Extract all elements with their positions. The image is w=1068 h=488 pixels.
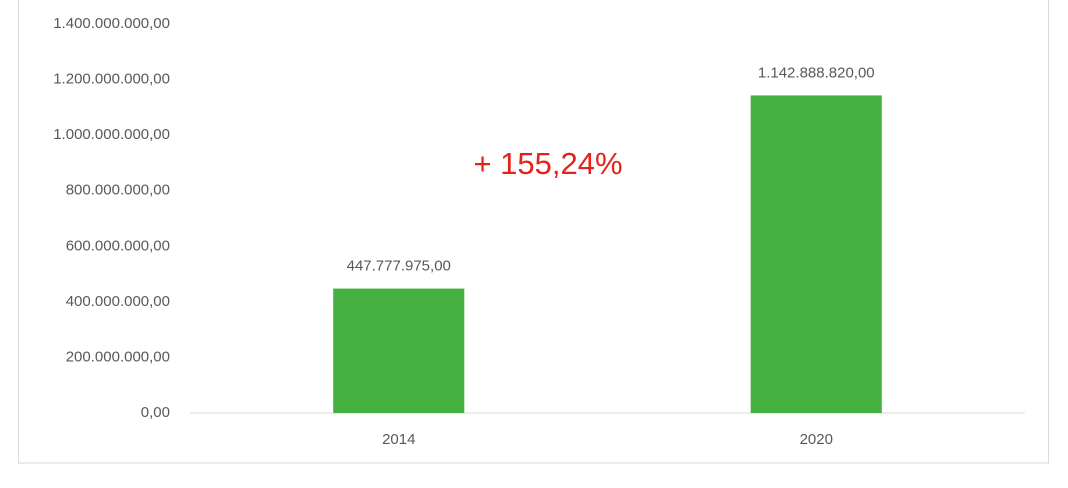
y-tick-label: 800.000.000,00 <box>66 182 170 199</box>
data-label: 1.142.888.820,00 <box>758 64 875 81</box>
annotation: + 155,24% <box>473 146 622 181</box>
bar <box>333 288 465 413</box>
data-label: 447.777.975,00 <box>347 258 451 275</box>
bar <box>750 95 882 413</box>
y-tick-label: 1.200.000.000,00 <box>53 71 170 88</box>
y-tick-label: 400.000.000,00 <box>66 293 170 310</box>
y-tick-label: 1.000.000.000,00 <box>53 126 170 143</box>
y-tick-label: 200.000.000,00 <box>66 348 170 365</box>
y-tick-label: 1.400.000.000,00 <box>53 15 170 32</box>
chart-frame <box>18 0 1049 464</box>
x-tick-label: 2014 <box>382 431 415 448</box>
y-tick-label: 600.000.000,00 <box>66 237 170 254</box>
x-tick-label: 2020 <box>800 431 833 448</box>
y-tick-label: 0,00 <box>141 404 170 421</box>
